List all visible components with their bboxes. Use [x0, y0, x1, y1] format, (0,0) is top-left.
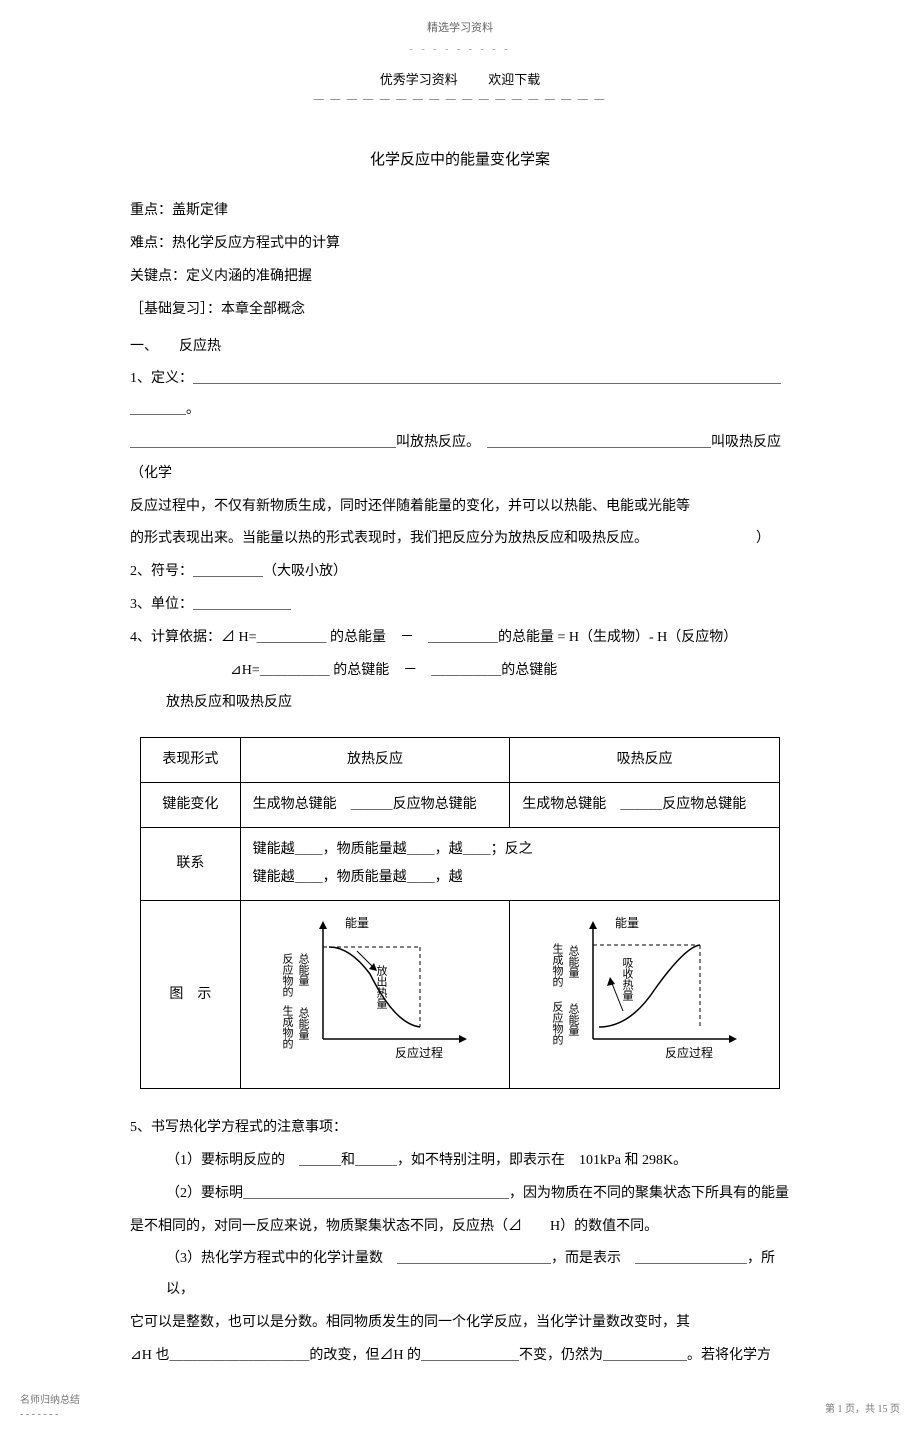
- header-underline: — — — — — — — — — — — — — — — — — —: [0, 92, 920, 108]
- header-subtitle: 优秀学习资料 欢迎下载: [0, 70, 920, 91]
- xaxis-label-2: 反应过程: [665, 1045, 713, 1060]
- sign-line: 2、符号：＿＿＿＿＿（大吸小放）: [130, 557, 790, 588]
- footer-left-text: 名师归纳总结: [20, 1394, 80, 1408]
- footer-left: 名师归纳总结 - - - - - - -: [20, 1394, 80, 1422]
- footer-right: 第 1 页，共 15 页: [825, 1402, 900, 1418]
- text-foundation: ［基础复习］：本章全部概念: [130, 295, 790, 326]
- section-1-heading: 一、 反应热: [130, 332, 790, 363]
- definition-label: 1、定义：: [130, 371, 193, 386]
- header-sub-right: 欢迎下载: [488, 72, 540, 87]
- curve-label: 放出热量: [375, 964, 388, 1009]
- note-1: （1）要标明反应的 ＿＿＿和＿＿＿，如不特别注明，即表示在 101kPa 和 2…: [130, 1146, 790, 1177]
- reaction-table: 表现形式 放热反应 吸热反应 键能变化 生成物总键能 ＿＿＿反应物总键能 生成物…: [140, 737, 780, 1089]
- xaxis-label: 反应过程: [395, 1045, 443, 1060]
- text-key-point-3: 关键点：定义内涵的准确把握: [130, 262, 790, 293]
- definition-line-2b: 反应过程中，不仅有新物质生成，同时还伴随着能量的变化，并可以以热能、电能或光能等: [130, 492, 790, 523]
- cell-exo-bond: 生成物总键能 ＿＿＿反应物总键能: [240, 783, 510, 828]
- notes-heading: 5、书写热化学方程式的注意事项：: [130, 1113, 790, 1144]
- closing-paren: ）: [756, 524, 790, 555]
- text-key-point-2: 难点：热化学反应方程式中的计算: [130, 229, 790, 260]
- th-diagram: 图 示: [141, 901, 241, 1089]
- exothermic-diagram: 能量 反应物的 总能量 生成物的 总能量 放出热量 反应过程: [275, 909, 475, 1069]
- unit-line: 3、单位：＿＿＿＿＿＿＿: [130, 590, 790, 621]
- page-title: 化学反应中的能量变化学案: [0, 148, 920, 172]
- definition-blank: ＿＿＿＿＿＿＿＿＿＿＿＿＿＿＿＿＿＿＿＿＿＿＿＿＿＿＿＿＿＿＿＿＿＿＿＿＿＿＿＿…: [130, 371, 781, 417]
- cell-endo-bond: 生成物总键能 ＿＿＿反应物总键能: [510, 783, 780, 828]
- th-relation: 联系: [141, 828, 241, 901]
- endothermic-diagram: 能量 生成物的 总能量 反应物的 总能量 吸收热量 反应过程: [545, 909, 745, 1069]
- cell-relation: 键能越＿＿，物质能量越＿＿，越＿＿；反之 键能越＿＿，物质能量越＿＿，越: [240, 828, 779, 901]
- left-label-2a: 生成物的: [281, 1004, 294, 1050]
- curve-label-2: 吸收热量: [621, 957, 634, 1001]
- note-3b: 它可以是整数，也可以是分数。相同物质发生的同一个化学反应，当化学计量数改变时，其: [130, 1308, 790, 1339]
- left-label-3a: 生成物的: [551, 942, 564, 988]
- header-sub-left: 优秀学习资料: [380, 72, 458, 87]
- header-dots: - - - - - - - - -: [0, 42, 920, 58]
- left-label-2b: 总能量: [297, 1006, 310, 1040]
- left-label-1a: 反应物的: [281, 953, 294, 998]
- definition-line: 1、定义：＿＿＿＿＿＿＿＿＿＿＿＿＿＿＿＿＿＿＿＿＿＿＿＿＿＿＿＿＿＿＿＿＿＿＿…: [130, 364, 790, 426]
- sub-heading: 放热反应和吸热反应: [130, 688, 790, 719]
- calc-line-1: 4、计算依据：⊿ H=＿＿＿＿＿ 的总能量 － ＿＿＿＿＿的总能量 = H（生成…: [130, 623, 790, 654]
- th-form: 表现形式: [141, 738, 241, 783]
- cell-diagram-exo: 能量 反应物的 总能量 生成物的 总能量 放出热量 反应过程: [240, 901, 510, 1089]
- note-2b: 是不相同的，对同一反应来说，物质聚集状态不同，反应热（⊿ H）的数值不同。: [130, 1212, 790, 1243]
- left-label-3b: 总能量: [567, 944, 580, 978]
- th-endothermic: 吸热反应: [510, 738, 780, 783]
- left-label-1b: 总能量: [297, 952, 310, 986]
- text-key-point-1: 重点：盖斯定律: [130, 196, 790, 227]
- calc-line-2: ⊿H=＿＿＿＿＿ 的总键能 － ＿＿＿＿＿的总键能: [130, 656, 790, 687]
- header-small-title: 精选学习资料: [0, 20, 920, 38]
- th-exothermic: 放热反应: [240, 738, 510, 783]
- footer-left-dots: - - - - - - -: [20, 1408, 80, 1422]
- note-2: （2）要标明＿＿＿＿＿＿＿＿＿＿＿＿＿＿＿＿＿＿＿，因为物质在不同的聚集状态下所…: [130, 1179, 790, 1210]
- diagram-title-2: 能量: [615, 916, 639, 930]
- definition-line-2c: 的形式表现出来。当能量以热的形式表现时，我们把反应分为放热反应和吸热反应。 ）: [130, 524, 790, 555]
- note-3c: ⊿H 也＿＿＿＿＿＿＿＿＿＿的改变，但⊿H 的＿＿＿＿＿＿＿不变，仍然为＿＿＿＿…: [130, 1341, 790, 1372]
- definition-line-2a: ＿＿＿＿＿＿＿＿＿＿＿＿＿＿＿＿＿＿＿叫放热反应。 ＿＿＿＿＿＿＿＿＿＿＿＿＿＿…: [130, 428, 790, 490]
- th-bond-energy: 键能变化: [141, 783, 241, 828]
- left-label-4b: 总能量: [567, 1002, 580, 1036]
- diagram-title: 能量: [345, 916, 369, 930]
- cell-diagram-endo: 能量 生成物的 总能量 反应物的 总能量 吸收热量 反应过程: [510, 901, 780, 1089]
- left-label-4a: 反应物的: [551, 1001, 564, 1046]
- note-3: （3）热化学方程式中的化学计量数 ＿＿＿＿＿＿＿＿＿＿＿，而是表示 ＿＿＿＿＿＿…: [130, 1244, 790, 1306]
